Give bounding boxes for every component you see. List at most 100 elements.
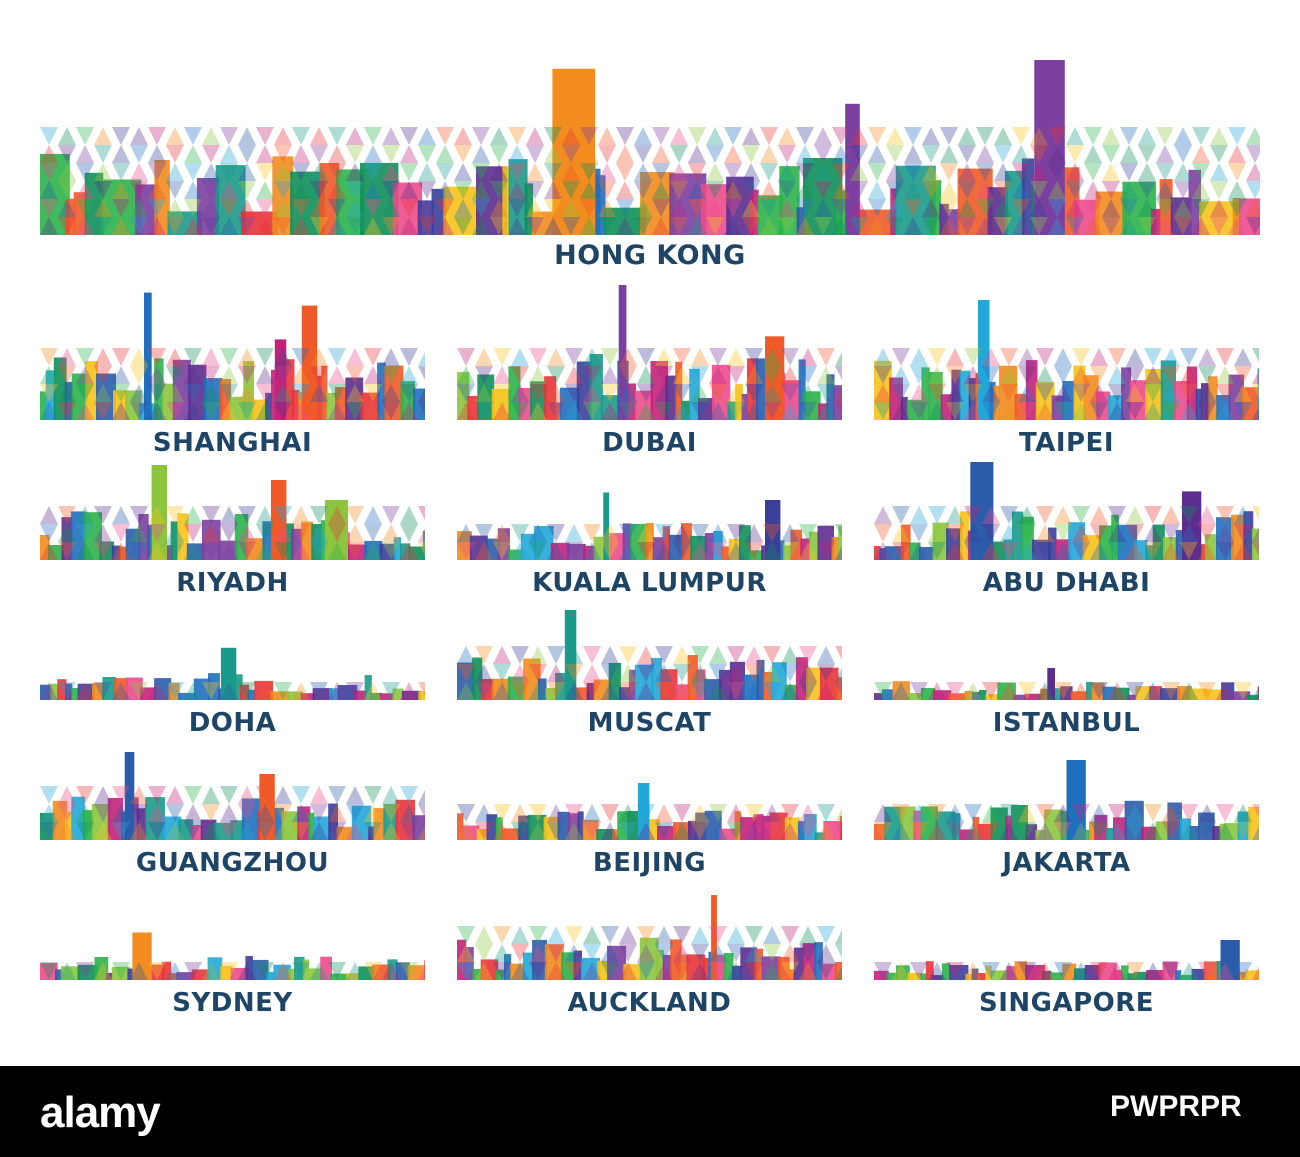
- mosaic-triangle: [511, 524, 529, 542]
- mosaic-triangle: [670, 217, 688, 235]
- mosaic-triangle: [148, 962, 166, 980]
- mosaic-triangle: [781, 962, 799, 980]
- building-shape: [111, 966, 131, 980]
- mosaic-triangle: [166, 524, 184, 542]
- building-shape: [354, 690, 367, 700]
- mosaic-triangle: [1210, 127, 1228, 145]
- mosaic-triangle: [40, 962, 58, 980]
- mosaic-triangle: [601, 962, 619, 980]
- building-shape: [928, 371, 943, 420]
- building-shape: [1141, 826, 1159, 840]
- mosaic-triangle: [130, 348, 148, 366]
- mosaic-triangle: [454, 181, 472, 199]
- mosaic-triangle: [148, 542, 166, 560]
- building-shape: [520, 533, 537, 560]
- mosaic-triangle: [1090, 366, 1108, 384]
- mosaic-triangle: [310, 348, 328, 366]
- building-shape: [951, 369, 961, 420]
- building-shape: [622, 523, 632, 560]
- mosaic-triangle: [310, 145, 328, 163]
- building-shape: [634, 664, 654, 700]
- mosaic-triangle: [148, 199, 166, 217]
- mosaic-triangle: [529, 682, 547, 700]
- skyline-sydney: [40, 932, 425, 980]
- building-shape: [1247, 694, 1259, 700]
- building-shape: [169, 973, 178, 980]
- building-shape: [291, 528, 303, 560]
- mosaic-triangle: [292, 524, 310, 542]
- mosaic-triangle: [418, 145, 436, 163]
- mosaic-triangle: [1162, 962, 1180, 980]
- mosaic-triangle: [619, 944, 637, 962]
- mosaic-triangle: [565, 524, 583, 542]
- mosaic-triangle: [601, 926, 619, 944]
- mosaic-triangle: [94, 402, 112, 420]
- mosaic-triangle: [910, 962, 928, 980]
- building-shape: [508, 159, 528, 235]
- mosaic-triangle: [799, 944, 817, 962]
- skyline-abu-dhabi: [874, 462, 1259, 560]
- mosaic-triangle: [130, 384, 148, 402]
- skyline-hong-kong: [40, 60, 1260, 235]
- building-shape: [668, 534, 684, 560]
- mosaic-triangle: [958, 163, 976, 181]
- building-shape: [800, 538, 811, 560]
- building-shape: [948, 693, 968, 700]
- building-shape: [270, 691, 290, 700]
- mosaic-triangle: [1012, 127, 1030, 145]
- mosaic-triangle: [130, 127, 148, 145]
- mosaic-triangle: [1216, 962, 1234, 980]
- mosaic-triangle: [547, 402, 565, 420]
- mosaic-triangle: [652, 199, 670, 217]
- mosaic-triangle: [727, 804, 745, 822]
- mosaic-triangle: [1084, 127, 1102, 145]
- mosaic-triangle: [418, 402, 425, 416]
- mosaic-triangle: [493, 926, 511, 944]
- building-shape: [320, 956, 332, 980]
- mosaic-triangle: [310, 682, 328, 700]
- building-shape: [1241, 387, 1259, 420]
- mosaic-triangle: [1234, 682, 1252, 700]
- mosaic-triangle: [583, 646, 601, 664]
- mosaic-triangle: [1102, 163, 1120, 181]
- mosaic-triangle: [457, 822, 475, 840]
- building-shape: [601, 395, 621, 420]
- mosaic-triangle: [1072, 682, 1090, 700]
- building-shape: [272, 156, 294, 235]
- mosaic-triangle: [886, 217, 904, 235]
- building-shape: [538, 678, 547, 700]
- mosaic-triangle: [220, 542, 238, 560]
- mosaic-triangle: [724, 163, 742, 181]
- mosaic-triangle: [1198, 524, 1216, 542]
- mosaic-triangle: [1036, 384, 1054, 402]
- building-shape: [987, 187, 1008, 235]
- mosaic-triangle: [1216, 506, 1234, 524]
- mosaic-triangle: [256, 402, 274, 420]
- mosaic-triangle: [292, 366, 310, 384]
- mosaic-triangle: [292, 402, 310, 420]
- building-shape: [818, 403, 828, 420]
- mosaic-triangle: [364, 366, 382, 384]
- building-shape: [457, 371, 470, 420]
- building-shape: [57, 679, 67, 700]
- mosaic-triangle: [328, 542, 346, 560]
- mosaic-triangle: [112, 199, 130, 217]
- mosaic-triangle: [1066, 163, 1084, 181]
- mosaic-triangle: [328, 786, 346, 804]
- city-label-dubai: DUBAI: [602, 428, 697, 458]
- mosaic-triangle: [565, 542, 583, 560]
- mosaic-triangle: [634, 163, 652, 181]
- building-shape: [1186, 366, 1198, 420]
- mosaic-triangle: [76, 962, 94, 980]
- mosaic-triangle: [400, 366, 418, 384]
- mosaic-triangle: [964, 962, 982, 980]
- mosaic-triangle: [1084, 217, 1102, 235]
- mosaic-triangle: [148, 804, 166, 822]
- mosaic-triangle: [256, 682, 274, 700]
- mosaic-triangle: [1030, 181, 1048, 199]
- mosaic-triangle: [1144, 524, 1162, 542]
- mosaic-triangle: [946, 822, 964, 840]
- building-shape: [408, 546, 425, 560]
- mosaic-triangle: [637, 402, 655, 420]
- mosaic-triangle: [583, 822, 601, 840]
